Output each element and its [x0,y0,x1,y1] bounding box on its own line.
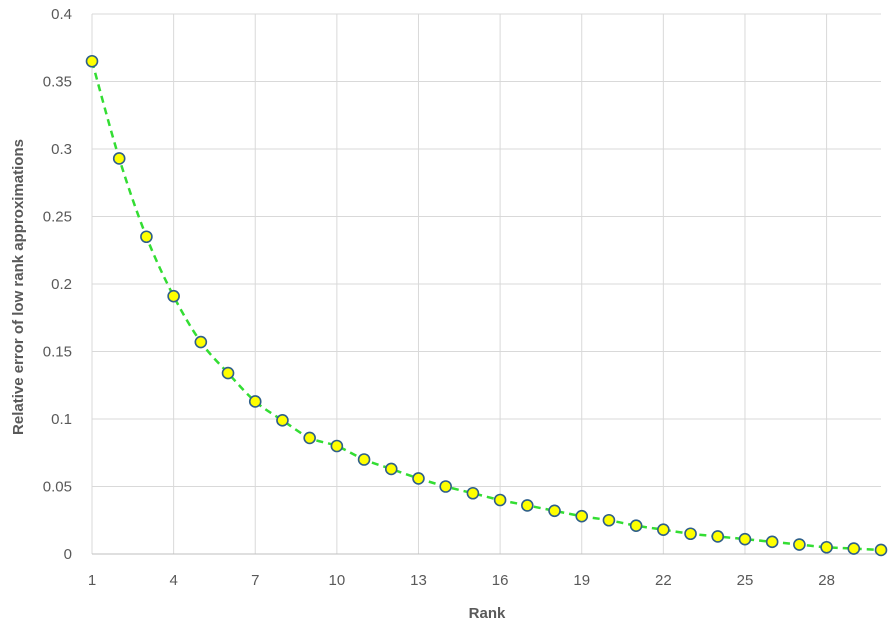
data-point [112,152,126,165]
data-point [793,538,806,551]
data-point [466,486,480,500]
y-tick-label: 0.2 [51,276,72,293]
x-tick-label: 7 [251,572,259,589]
data-point [167,289,180,303]
data-point [384,462,398,476]
data-point [820,540,833,554]
y-tick-label: 0 [64,546,72,563]
y-tick-label: 0.15 [43,344,72,361]
grid [91,13,881,554]
x-tick-label: 28 [818,572,835,589]
y-tick-label: 0.3 [51,141,72,158]
data-point [684,527,697,541]
data-point [602,513,616,527]
data-point [575,509,589,523]
x-tick-label: 25 [737,572,754,589]
y-tick-labels: 0 0.05 0.1 0.15 0.2 0.25 0.3 0.35 0.4 [43,6,72,563]
data-point [847,542,861,555]
data-point [493,493,507,507]
data-point [548,504,561,518]
x-tick-label: 10 [329,572,346,589]
x-tick-label: 4 [169,572,177,589]
x-tick-labels: 1 4 7 10 13 16 19 22 25 28 [88,572,835,589]
y-tick-label: 0.35 [43,74,72,91]
x-tick-label: 13 [410,572,427,589]
data-point [303,431,316,445]
data-point [357,453,371,466]
data-point [439,480,452,493]
data-point [140,230,153,244]
x-tick-label: 19 [573,572,590,589]
y-tick-label: 0.25 [43,209,72,226]
data-point [521,499,534,512]
x-tick-label: 1 [88,572,96,589]
data-point [248,395,262,408]
x-axis-title: Rank [469,605,506,622]
data-point [221,366,235,380]
y-tick-label: 0.05 [43,479,72,496]
data-point [711,530,725,543]
data-point [85,54,99,68]
data-point [738,532,752,546]
series-markers [85,54,888,557]
series-line [90,60,882,552]
data-point [874,543,888,557]
y-axis-title: Relative error of low rank approximation… [10,139,27,435]
data-point [330,439,344,453]
data-point [765,535,779,549]
y-tick-label: 0.1 [51,411,72,428]
data-point [629,519,643,532]
x-tick-label: 16 [492,572,509,589]
data-point [657,523,670,537]
data-point [276,414,289,427]
y-tick-label: 0.4 [51,6,72,23]
x-tick-label: 22 [655,572,672,589]
data-point [194,335,208,349]
data-point [412,472,425,485]
